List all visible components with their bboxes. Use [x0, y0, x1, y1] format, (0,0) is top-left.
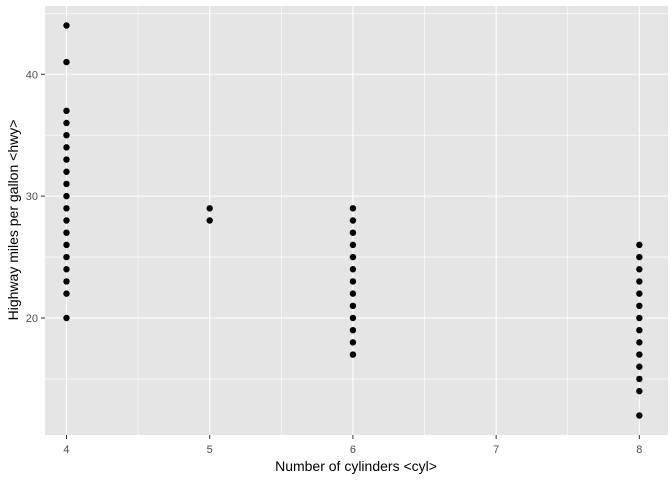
data-point — [349, 278, 357, 285]
data-point — [63, 253, 70, 261]
data-point — [636, 387, 643, 395]
data-point — [63, 156, 70, 163]
data-point — [349, 290, 357, 297]
data-point — [63, 278, 70, 285]
data-point — [63, 290, 70, 297]
data-point — [63, 241, 70, 249]
data-point — [63, 131, 70, 139]
data-point — [636, 326, 643, 334]
data-point — [636, 363, 643, 370]
y-axis-ticks: 20 30 40 — [26, 69, 45, 325]
data-point — [636, 290, 643, 297]
data-point — [349, 241, 357, 249]
y-tick-label: 20 — [26, 313, 38, 325]
data-point — [206, 205, 213, 212]
data-point — [636, 253, 643, 261]
data-point — [349, 229, 357, 236]
x-tick-label: 4 — [63, 444, 69, 456]
x-tick-label: 6 — [350, 444, 356, 456]
data-point — [63, 205, 70, 212]
data-point — [636, 412, 643, 419]
y-tick-label: 30 — [26, 191, 38, 203]
plot-panel — [45, 6, 668, 435]
x-axis-title: Number of cylinders <cyl> — [275, 458, 437, 474]
data-point — [349, 326, 357, 334]
data-point — [349, 314, 357, 322]
data-point — [636, 266, 643, 273]
data-points — [63, 22, 643, 419]
major-gridlines — [45, 6, 668, 435]
data-point — [636, 302, 643, 310]
y-axis-title: Highway miles per gallon <hwy> — [5, 120, 21, 321]
data-point — [636, 314, 643, 322]
data-point — [63, 229, 70, 236]
data-point — [349, 302, 357, 310]
data-point — [349, 266, 357, 273]
data-point — [206, 217, 213, 224]
data-point — [63, 168, 70, 175]
data-point — [349, 253, 357, 261]
data-point — [63, 58, 70, 66]
data-point — [349, 217, 357, 224]
data-point — [63, 22, 70, 29]
data-point — [349, 205, 357, 212]
y-tick-label: 40 — [26, 69, 38, 81]
data-point — [636, 351, 643, 358]
data-point — [636, 241, 643, 249]
minor-gridlines — [45, 6, 668, 435]
data-point — [63, 107, 70, 115]
x-tick-label: 5 — [207, 444, 213, 456]
data-point — [63, 266, 70, 273]
x-tick-label: 7 — [493, 444, 499, 456]
data-point — [63, 119, 70, 127]
x-tick-label: 8 — [636, 444, 642, 456]
data-point — [636, 278, 643, 285]
x-axis-ticks: 4 5 6 7 8 — [63, 435, 642, 456]
data-point — [63, 180, 70, 188]
data-point — [63, 217, 70, 224]
data-point — [636, 375, 643, 383]
data-point — [349, 351, 357, 358]
data-point — [63, 192, 70, 200]
data-point — [349, 339, 357, 346]
data-point — [63, 144, 70, 151]
data-point — [636, 339, 643, 346]
data-point — [63, 314, 70, 322]
